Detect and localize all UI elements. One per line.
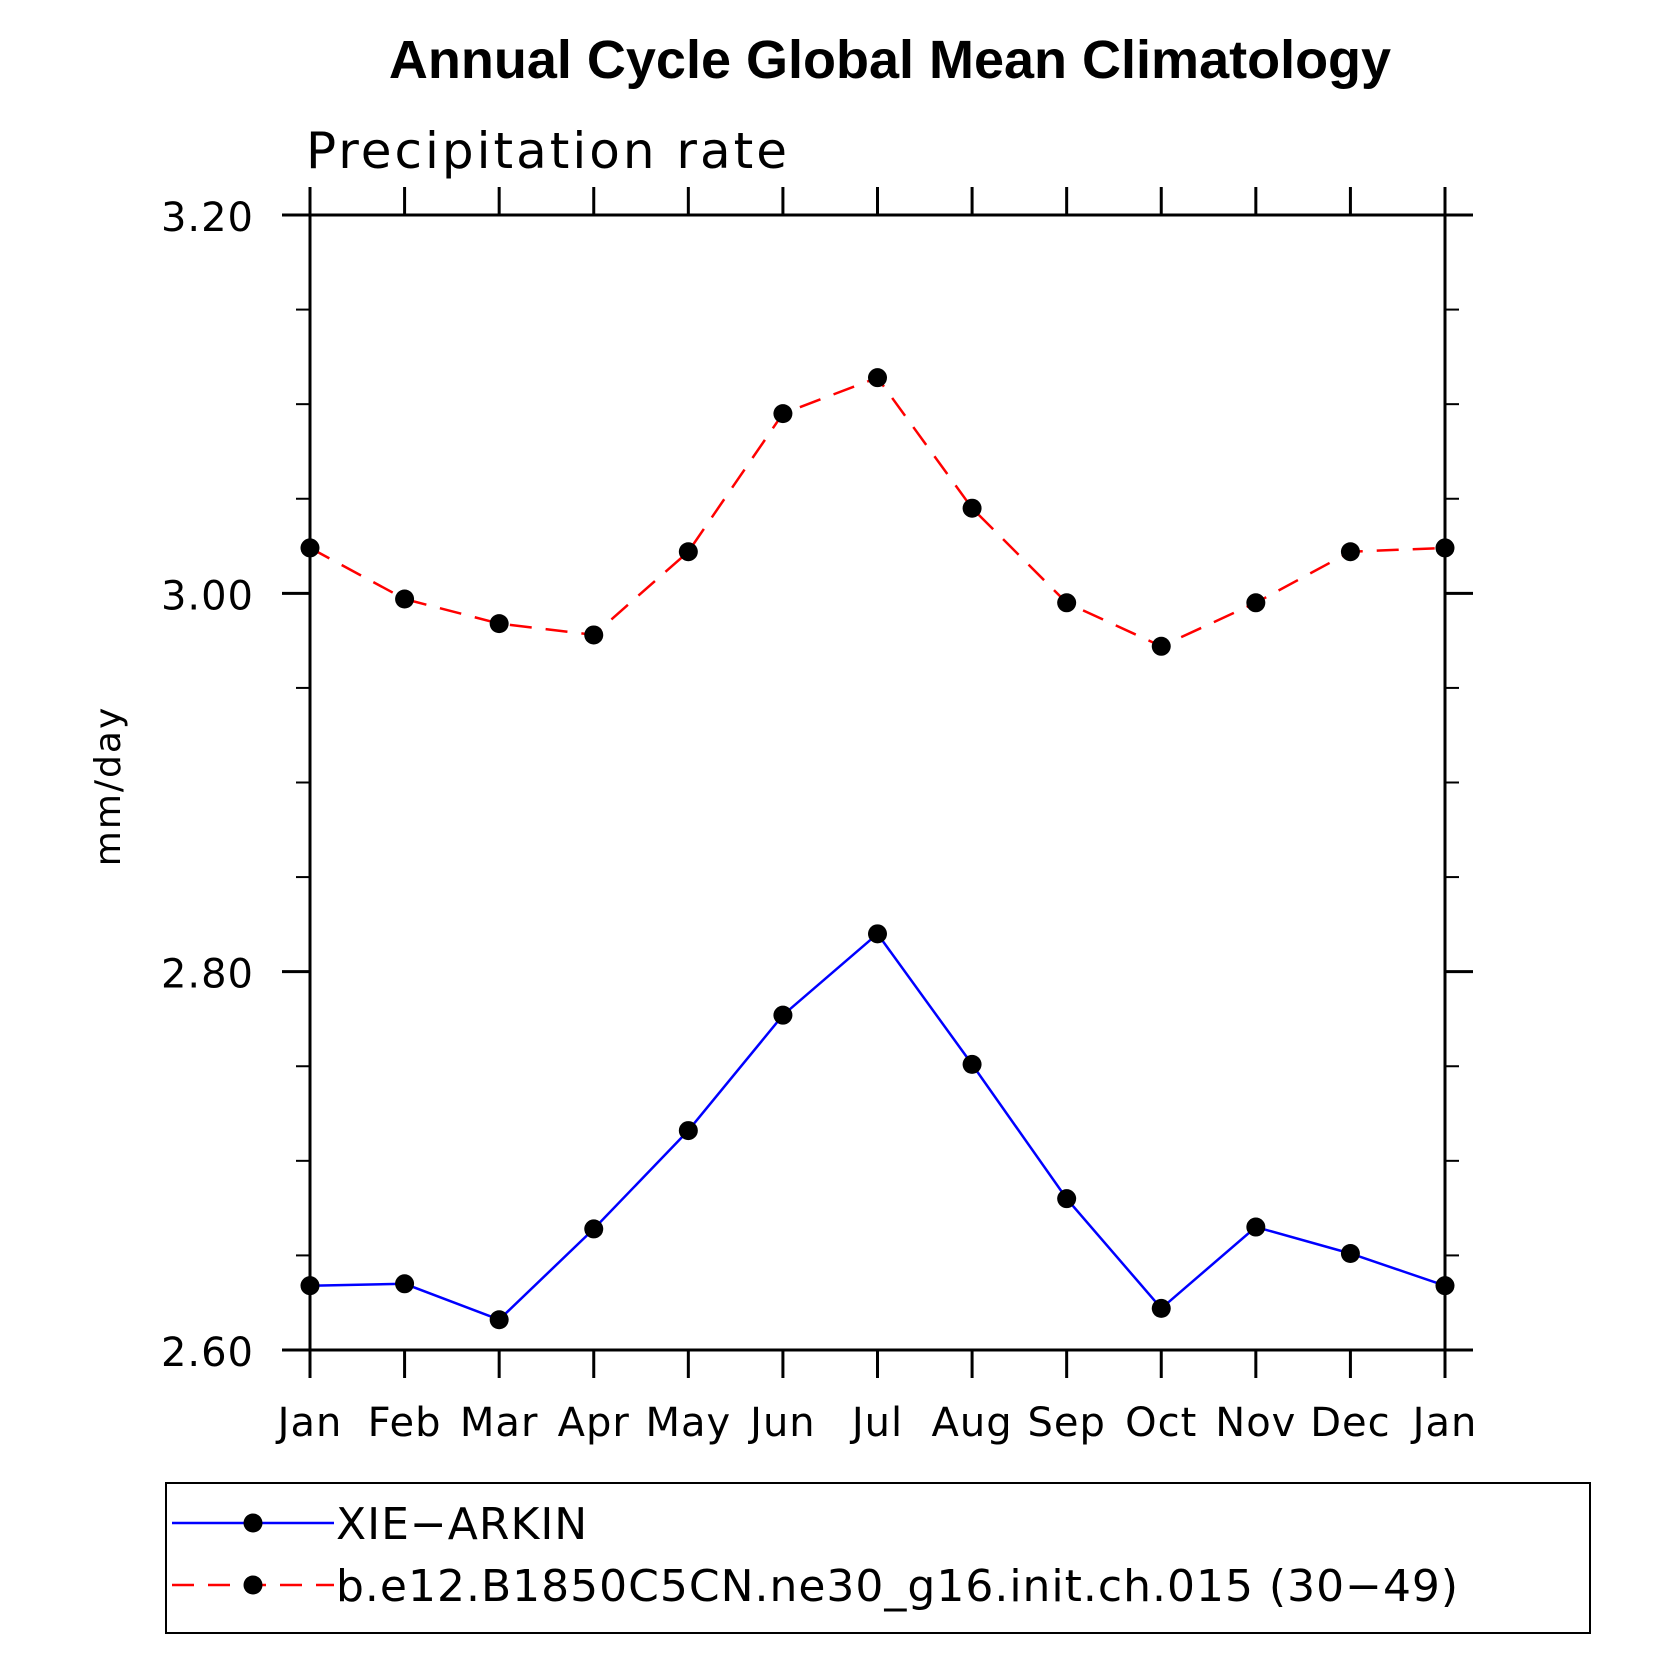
- series-2-point: [1435, 538, 1455, 558]
- x-tick-label: Nov: [1215, 1400, 1296, 1446]
- y-tick-label: 2.60: [161, 1330, 254, 1376]
- legend-marker-1: [243, 1513, 263, 1533]
- x-tick-label: Oct: [1125, 1400, 1197, 1446]
- legend-box: [165, 1482, 1591, 1634]
- series-1-point: [489, 1310, 509, 1330]
- series-1-point: [395, 1274, 415, 1294]
- y-axis-label: mm/day: [88, 706, 129, 866]
- x-tick-label: Feb: [368, 1400, 442, 1446]
- series-2-point: [584, 625, 604, 645]
- x-tick-label: Jan: [1410, 1400, 1478, 1446]
- x-tick-label: Sep: [1027, 1400, 1105, 1446]
- legend-label-2: b.e12.B1850C5CN.ne30_g16.init.ch.015 (30…: [336, 1561, 1459, 1612]
- series-2-point: [489, 614, 509, 634]
- series-1-point: [1151, 1298, 1171, 1318]
- x-tick-label: Dec: [1310, 1400, 1390, 1446]
- x-tick-label: Aug: [932, 1400, 1013, 1446]
- series-1-point: [584, 1219, 604, 1239]
- legend: XIE−ARKIN b.e12.B1850C5CN.ne30_g16.init.c…: [172, 1499, 1459, 1612]
- series-2-point: [1246, 593, 1266, 613]
- series-1-point: [868, 924, 887, 944]
- y-tick-label: 3.00: [161, 573, 254, 619]
- legend-label-1: XIE−ARKIN: [336, 1499, 588, 1550]
- axes: Jan Feb Mar Apr May Jun Jul Aug Sep Oct Nov Dec Jan 2…: [161, 187, 1478, 1446]
- x-tick-label: Jun: [747, 1400, 816, 1446]
- series-1-point: [962, 1054, 982, 1074]
- series-2-point: [300, 538, 320, 558]
- series-1-point: [300, 1276, 320, 1296]
- series-2-point: [962, 498, 982, 518]
- series-2-point: [1057, 593, 1077, 613]
- series-1-point: [1435, 1276, 1455, 1296]
- series-2-point: [1151, 636, 1171, 656]
- series-layer: [300, 368, 1455, 1330]
- series-1-point: [773, 1005, 793, 1025]
- series-2-point: [678, 542, 698, 562]
- x-tick-label: Jul: [849, 1400, 903, 1446]
- legend-marker-2: [243, 1575, 263, 1595]
- x-tick-label: May: [645, 1400, 731, 1446]
- series-2-point: [773, 404, 793, 424]
- x-tick-label: Apr: [558, 1400, 630, 1446]
- x-tick-label: Jan: [275, 1400, 343, 1446]
- series-1-point: [1246, 1217, 1266, 1237]
- y-tick-label: 3.20: [161, 195, 254, 241]
- series-2-point: [395, 589, 415, 609]
- series-1-point: [1057, 1189, 1077, 1209]
- series-line-2: [309, 376, 1446, 648]
- chart-title: Annual Cycle Global Mean Climatology: [389, 30, 1391, 90]
- chart-subtitle: Precipitation rate: [306, 122, 790, 180]
- series-2-point: [868, 368, 887, 388]
- series-1-point: [678, 1121, 698, 1141]
- series-2-point: [1340, 542, 1360, 562]
- y-tick-label: 2.80: [161, 952, 254, 998]
- series-line-1: [309, 931, 1446, 1322]
- x-tick-label: Mar: [460, 1400, 538, 1446]
- series-1-point: [1340, 1244, 1360, 1264]
